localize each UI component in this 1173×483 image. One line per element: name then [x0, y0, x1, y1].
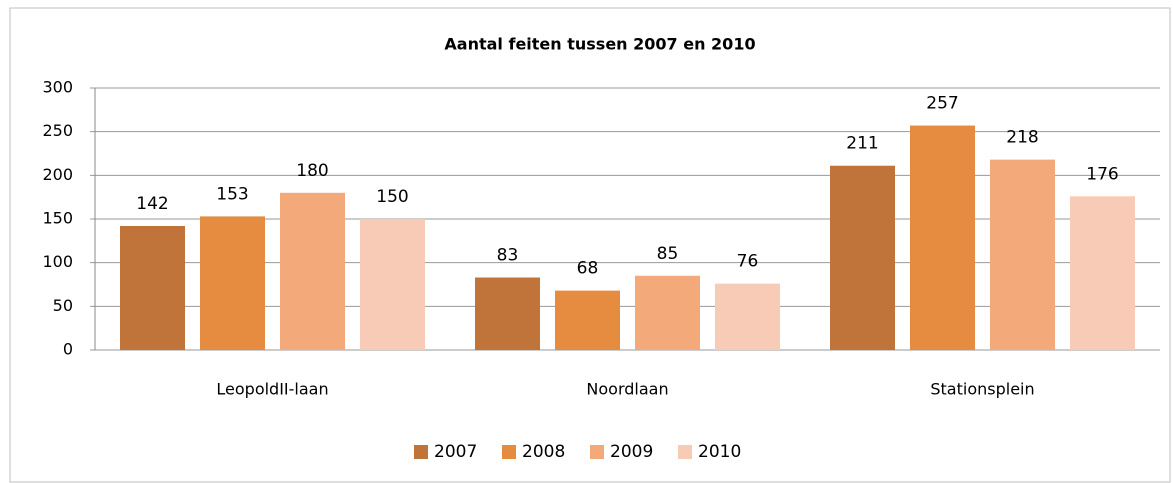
- legend-label: 2009: [610, 442, 653, 462]
- legend-swatch: [590, 445, 604, 459]
- bar: [200, 216, 265, 350]
- bar: [280, 192, 345, 350]
- value-label: 257: [926, 94, 958, 114]
- value-label: 180: [296, 161, 328, 181]
- value-label: 176: [1086, 164, 1118, 184]
- bar: [1070, 196, 1135, 350]
- bar: [830, 165, 895, 350]
- legend-swatch: [414, 445, 428, 459]
- y-tick-label: 150: [42, 209, 73, 228]
- value-label: 142: [136, 194, 168, 214]
- legend-label: 2008: [522, 442, 565, 462]
- y-tick-label: 0: [63, 340, 73, 359]
- y-tick-label: 250: [42, 121, 73, 140]
- x-tick-label: Stationsplein: [930, 380, 1034, 399]
- bar: [475, 277, 540, 350]
- y-tick-label: 200: [42, 165, 73, 184]
- value-label: 211: [846, 134, 878, 154]
- value-label: 68: [577, 259, 599, 279]
- value-label: 150: [376, 187, 408, 207]
- legend-label: 2007: [434, 442, 477, 462]
- legend-swatch: [678, 445, 692, 459]
- x-tick-label: Noordlaan: [586, 380, 668, 399]
- legend-label: 2010: [698, 442, 741, 462]
- x-tick-label: LeopoldII-laan: [216, 380, 328, 399]
- bar: [910, 125, 975, 350]
- y-tick-label: 50: [53, 296, 73, 315]
- bar: [635, 275, 700, 350]
- bar: [990, 159, 1055, 350]
- y-tick-label: 100: [42, 252, 73, 271]
- value-label: 85: [657, 244, 679, 264]
- value-label: 83: [497, 246, 519, 266]
- bar: [715, 283, 780, 350]
- bar: [120, 225, 185, 350]
- value-label: 76: [737, 252, 759, 272]
- bar: [360, 219, 425, 350]
- bar: [555, 290, 620, 350]
- chart-title: Aantal feiten tussen 2007 en 2010: [444, 35, 755, 54]
- value-label: 153: [216, 184, 248, 204]
- value-label: 218: [1006, 128, 1038, 148]
- legend-swatch: [502, 445, 516, 459]
- y-tick-label: 300: [42, 78, 73, 97]
